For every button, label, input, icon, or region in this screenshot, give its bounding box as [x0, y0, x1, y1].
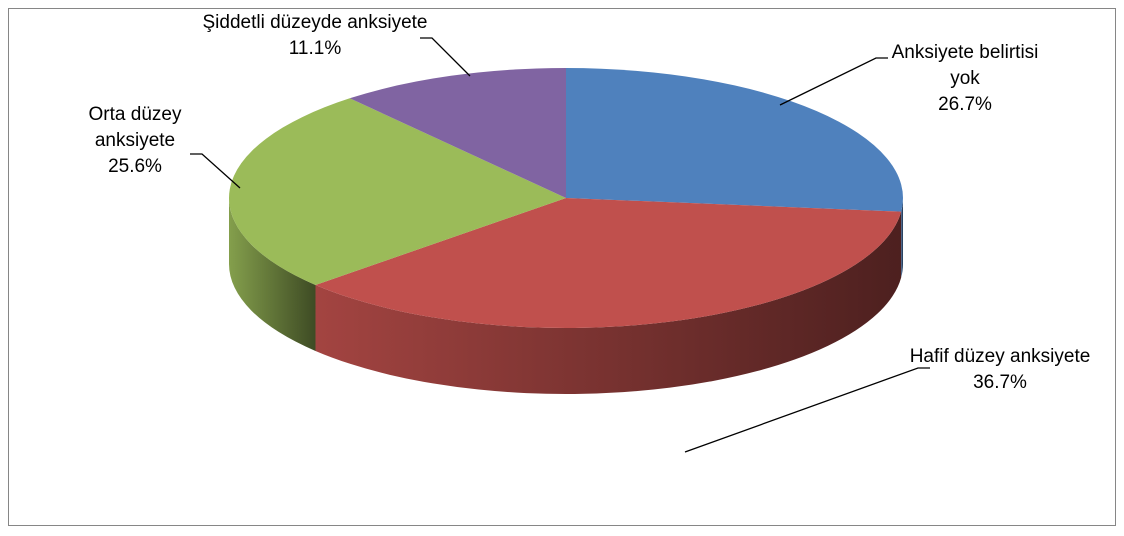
data-label: Orta düzey anksiyete 25.6%: [50, 102, 220, 180]
category-label: Orta düzey anksiyete: [88, 104, 182, 151]
leader-line: [190, 153, 241, 189]
slice-side: [229, 198, 316, 351]
value-label: 26.7%: [938, 94, 992, 115]
slice-side: [901, 198, 903, 278]
slice-side: [315, 211, 902, 394]
slice: [566, 68, 903, 212]
category-label: Anksiyete belirtisi yok: [891, 42, 1039, 89]
category-label: Hafif düzey anksiyete: [909, 346, 1091, 367]
data-label: Anksiyete belirtisi yok 26.7%: [890, 40, 1040, 118]
category-label: Şiddetli düzeyde anksiyete: [202, 12, 428, 33]
slice: [315, 198, 902, 329]
leader-line: [684, 367, 930, 453]
slice: [229, 98, 567, 285]
value-label: 25.6%: [108, 156, 162, 177]
data-label: Hafif düzey anksiyete 36.7%: [900, 344, 1100, 396]
chart-frame: [8, 8, 1116, 526]
leader-line: [779, 57, 888, 106]
value-label: 36.7%: [973, 372, 1027, 393]
slice: [349, 68, 566, 198]
value-label: 11.1%: [288, 38, 342, 59]
leader-line: [420, 37, 471, 77]
data-label: Şiddetli düzeyde anksiyete 11.1%: [200, 10, 430, 62]
